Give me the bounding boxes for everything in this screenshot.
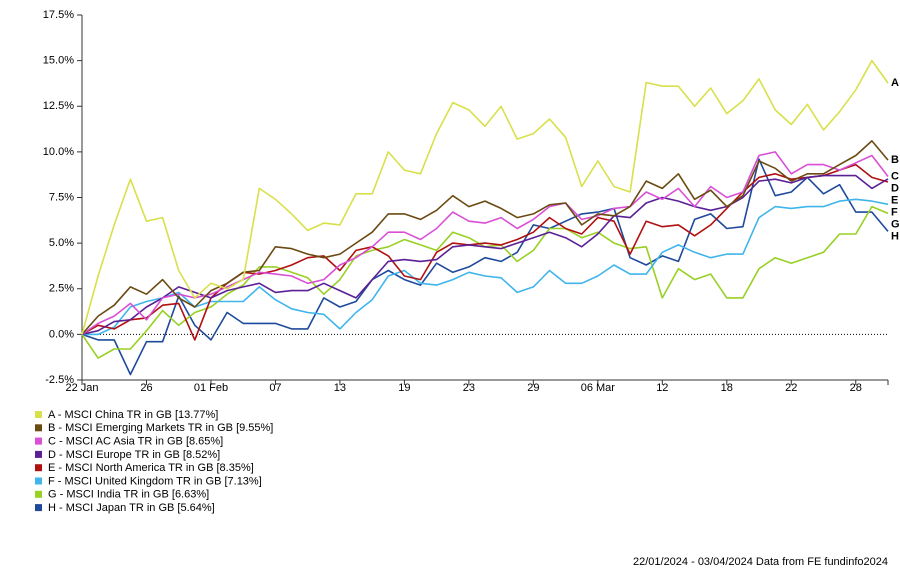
- series-line: [81, 205, 889, 359]
- y-tick-label: 0.0%: [49, 328, 74, 340]
- x-tick-label: 01 Feb: [194, 382, 228, 394]
- x-tick-label: 23: [463, 382, 475, 394]
- legend-label: E - MSCI North America TR in GB [8.35%]: [48, 462, 254, 474]
- x-tick-label: 19: [398, 382, 410, 394]
- x-tick-label: 07: [269, 382, 281, 394]
- y-tick-label: 10.0%: [43, 146, 74, 158]
- series-line: [81, 151, 889, 336]
- series-tag: E: [891, 194, 898, 206]
- legend-label: A - MSCI China TR in GB [13.77%]: [48, 409, 218, 421]
- series-tag: C: [891, 170, 899, 182]
- legend-label: D - MSCI Europe TR in GB [8.52%]: [48, 449, 220, 461]
- x-tick-label: 13: [334, 382, 346, 394]
- legend-swatch: [35, 504, 42, 512]
- series-tag: D: [891, 182, 899, 194]
- legend-label: C - MSCI AC Asia TR in GB [8.65%]: [48, 436, 223, 448]
- legend-label: H - MSCI Japan TR in GB [5.64%]: [48, 502, 215, 514]
- series-tag: A: [891, 77, 899, 89]
- y-tick-label: -2.5%: [45, 374, 74, 386]
- series-line: [81, 140, 889, 335]
- legend-swatch: [35, 490, 42, 498]
- series-line: [81, 174, 889, 336]
- series-line: [82, 198, 889, 336]
- x-tick-label: 18: [721, 382, 733, 394]
- footer: 22/01/2024 - 03/04/2024 Data from FE fun…: [633, 556, 888, 568]
- legend-swatch: [35, 450, 42, 458]
- x-tick-label: 29: [527, 382, 539, 394]
- legend-label: G - MSCI India TR in GB [6.63%]: [48, 489, 209, 501]
- legend-swatch: [35, 477, 42, 485]
- y-tick-label: 2.5%: [49, 283, 74, 295]
- legend-swatch: [35, 437, 42, 445]
- y-tick-label: 7.5%: [49, 191, 74, 203]
- x-tick-label: 28: [850, 382, 862, 394]
- x-tick-label: 22: [785, 382, 797, 394]
- x-tick-label: 12: [656, 382, 668, 394]
- x-tick-label: 06 Mar: [581, 382, 616, 394]
- series-line: [81, 59, 889, 335]
- legend-swatch: [35, 411, 42, 418]
- series-tag: H: [891, 230, 899, 242]
- legend-swatch: [35, 464, 42, 472]
- y-tick-label: 15.0%: [43, 55, 74, 67]
- series-line: [81, 163, 889, 341]
- y-tick-label: 5.0%: [49, 237, 74, 249]
- series-tag: F: [891, 206, 898, 218]
- y-tick-label: 12.5%: [43, 100, 74, 112]
- legend-label: B - MSCI Emerging Markets TR in GB [9.55…: [48, 422, 273, 434]
- legend-swatch: [35, 424, 42, 432]
- x-tick-label: 22 Jan: [65, 382, 98, 394]
- series-tag: G: [891, 218, 900, 230]
- y-tick-label: 17.5%: [43, 9, 74, 21]
- legend-label: F - MSCI United Kingdom TR in GB [7.13%]: [48, 475, 262, 487]
- series-tag: B: [891, 154, 899, 166]
- series-line: [81, 158, 889, 376]
- x-tick-label: 26: [140, 382, 152, 394]
